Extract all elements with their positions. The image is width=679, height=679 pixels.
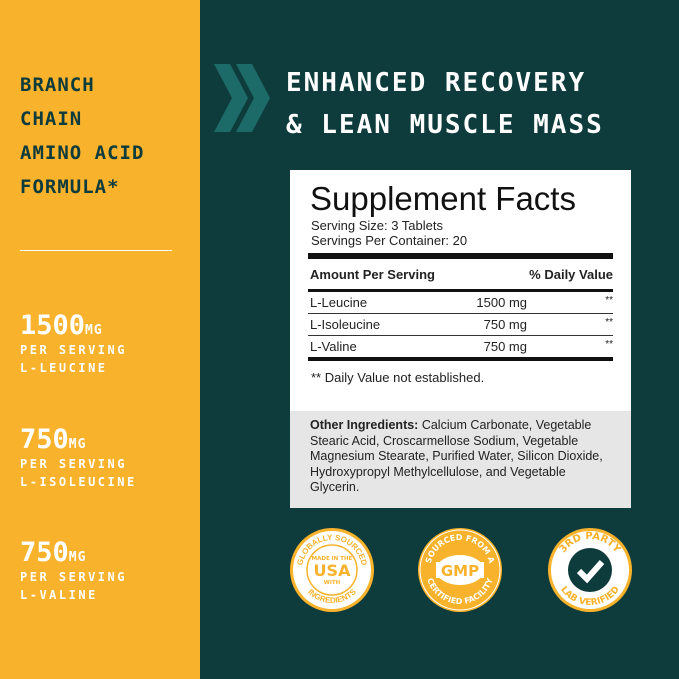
stat-value: 750	[20, 424, 69, 455]
daily-value: **	[605, 295, 613, 306]
divider	[308, 253, 613, 259]
stat-value: 1500	[20, 310, 86, 341]
daily-value: **	[605, 339, 613, 350]
checkmark-icon	[576, 560, 605, 584]
headline-line: & LEAN MUSCLE MASS	[286, 110, 604, 140]
stat-unit: MG	[68, 437, 87, 452]
ingredient-amount: 750 mg	[483, 317, 527, 332]
stat-line: L-VALINE	[20, 588, 98, 602]
formula-line: CHAIN	[20, 108, 83, 130]
gmp-badge: GMP SOURCED FROM A CERTIFIED FACILITY	[418, 528, 502, 612]
servings-per-container: Servings Per Container: 20	[311, 233, 468, 248]
stat-unit: MG	[68, 550, 87, 565]
other-ingredients: Other Ingredients: Calcium Carbonate, Ve…	[290, 411, 631, 508]
svg-text:WITH: WITH	[324, 580, 341, 586]
column-header: % Daily Value	[529, 267, 613, 282]
headline: ENHANCED RECOVERY & LEAN MUSCLE MASS	[286, 62, 604, 146]
double-chevron-icon	[214, 64, 270, 132]
stat-value: 750	[20, 537, 69, 568]
supplement-facts-panel: Supplement Facts Serving Size: 3 Tablets…	[290, 170, 631, 508]
headline-line: ENHANCED RECOVERY	[286, 68, 587, 98]
ingredient-name: L-Valine	[310, 339, 357, 354]
stat-line: PER SERVING	[20, 570, 127, 584]
svg-text:GMP: GMP	[441, 562, 479, 580]
other-ingredients-text: Calcium Carbonate, Vegetable Stearic Aci…	[310, 418, 603, 494]
facts-title: Supplement Facts	[310, 180, 576, 217]
table-row: L-Valine 750 mg **	[308, 336, 613, 361]
formula-line: BRANCH	[20, 74, 95, 96]
ingredient-name: L-Isoleucine	[310, 317, 381, 332]
stat-isoleucine: 750MG PER SERVING L-ISOLEUCINE	[20, 424, 137, 491]
ingredient-name: L-Leucine	[310, 295, 368, 310]
formula-line: AMINO ACID	[20, 142, 145, 164]
footnote: ** Daily Value not established.	[311, 370, 485, 385]
stat-line: PER SERVING	[20, 343, 127, 357]
ingredient-amount: 1500 mg	[476, 295, 527, 310]
stat-line: L-ISOLEUCINE	[20, 475, 137, 489]
column-header: Amount Per Serving	[310, 267, 435, 282]
formula-title: BRANCH CHAIN AMINO ACID FORMULA*	[20, 68, 144, 204]
stat-valine: 750MG PER SERVING L-VALINE	[20, 537, 127, 604]
svg-text:MADE IN THE: MADE IN THE	[312, 556, 353, 562]
stat-leucine: 1500MG PER SERVING L-LEUCINE	[20, 310, 127, 377]
table-row: L-Isoleucine 750 mg **	[308, 314, 613, 336]
left-panel: BRANCH CHAIN AMINO ACID FORMULA* 1500MG …	[0, 0, 200, 679]
table-row: L-Leucine 1500 mg **	[308, 292, 613, 314]
stat-line: PER SERVING	[20, 457, 127, 471]
facts-header-row: Amount Per Serving % Daily Value	[308, 259, 613, 292]
ingredient-amount: 750 mg	[483, 339, 527, 354]
stat-line: L-LEUCINE	[20, 361, 108, 375]
third-party-lab-verified-badge: 3RD PARTY LAB VERIFIED	[548, 528, 632, 612]
made-in-usa-badge: GLOBALLY SOURCED INGREDIENTS MADE IN THE…	[290, 528, 374, 612]
svg-text:USA: USA	[314, 561, 352, 580]
serving-size: Serving Size: 3 Tablets	[311, 218, 443, 233]
stat-unit: MG	[85, 323, 103, 338]
daily-value: **	[605, 317, 613, 328]
other-ingredients-label: Other Ingredients:	[310, 418, 419, 432]
divider	[20, 250, 172, 251]
formula-line: FORMULA*	[20, 176, 120, 198]
